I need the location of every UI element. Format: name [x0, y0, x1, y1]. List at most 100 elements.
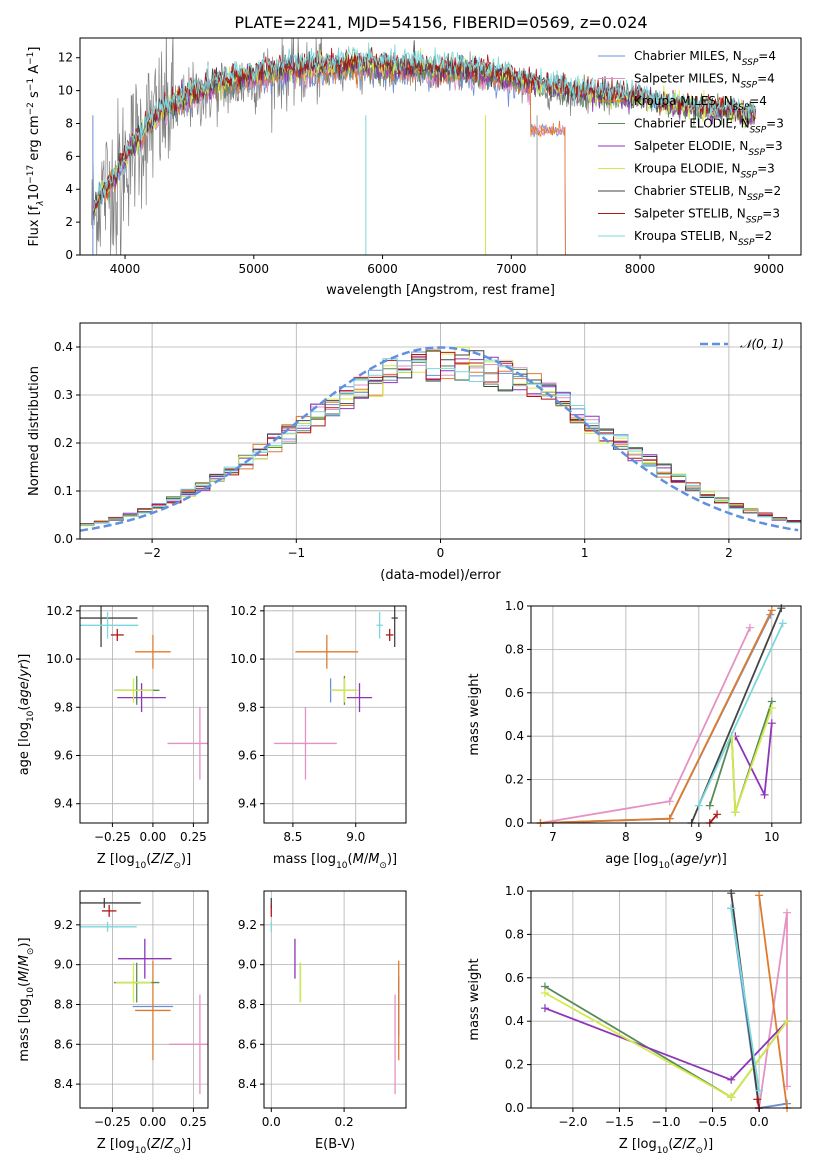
- legend-entry: Chabrier ELODIE, NSSP=3: [634, 117, 784, 136]
- x-tick-label: 0.2: [335, 1115, 354, 1129]
- y-axis-label: mass [log10(M/M⊙)]: [17, 937, 36, 1061]
- mass_vs_Z-panel: −0.25 0.00 0.25 8.4 8.6 8.8 9.0 9.2 Z [log10(Z/Z…: [17, 890, 209, 1156]
- y-tick-label: 0.0: [505, 1101, 524, 1115]
- errorbar-point: [391, 606, 398, 647]
- legend-entry: Kroupa MILES, NSSP=4: [634, 94, 767, 113]
- y-tick-label: 8.4: [238, 1077, 257, 1091]
- weight-marker: [767, 719, 776, 728]
- y-tick-label: 0.2: [505, 773, 524, 787]
- x-tick-label: 1: [581, 546, 589, 560]
- histogram-line: [80, 361, 801, 526]
- y-tick-label: 8.8: [238, 997, 257, 1011]
- weight-line: [758, 895, 788, 1109]
- weight_vs_age-panel: 7 8 9 10 0.0 0.2 0.4 0.6 0.8 1.0 age [log10(age/yr…: [467, 599, 802, 871]
- x-axis-label: (data-model)/error: [380, 568, 501, 583]
- errorbar-point: [80, 897, 141, 908]
- y-tick-label: 0.2: [54, 436, 73, 450]
- x-tick-label: 7000: [496, 262, 527, 276]
- errorbar-point: [114, 678, 153, 703]
- errorbar-point: [118, 938, 172, 979]
- axes-frame: [79, 605, 209, 824]
- legend-entry: Kroupa ELODIE, NSSP=3: [634, 162, 775, 181]
- errorbar-point: [346, 683, 373, 713]
- weight-marker: [753, 1095, 762, 1104]
- x-tick-label: 6000: [367, 262, 398, 276]
- x-tick-label: 8: [622, 830, 630, 844]
- y-tick-label: 0.8: [505, 642, 524, 656]
- y-tick-label: 0.4: [505, 1014, 524, 1028]
- x-axis-label: wavelength [Angstrom, rest frame]: [326, 283, 555, 298]
- histogram-line: [80, 351, 801, 525]
- x-tick-label: 10: [764, 830, 779, 844]
- errorbar-point: [385, 628, 394, 641]
- x-tick-label: 0.0: [750, 1115, 769, 1129]
- legend-entry: Salpeter ELODIE, NSSP=3: [634, 139, 783, 158]
- y-tick-label: 10.0: [46, 652, 73, 666]
- y-tick-label: 8.6: [238, 1037, 257, 1051]
- legend-entry: Salpeter STELIB, NSSP=3: [634, 207, 780, 226]
- axes-frame: [530, 605, 802, 824]
- weight-marker: [767, 703, 776, 712]
- figure-title: PLATE=2241, MJD=54156, FIBERID=0569, z=0…: [234, 13, 647, 32]
- errorbar-point: [274, 707, 337, 780]
- y-tick-label: 9.8: [54, 700, 73, 714]
- y-tick-label: 0.2: [505, 1058, 524, 1072]
- y-tick-label: 0.4: [54, 340, 73, 354]
- weight-marker: [777, 604, 786, 613]
- weight-line: [709, 813, 718, 824]
- weight-marker: [694, 801, 703, 810]
- x-tick-label: 0: [437, 546, 445, 560]
- y-tick-label: 10.2: [230, 604, 257, 618]
- weight-marker: [745, 623, 754, 632]
- x-tick-label: 7: [549, 830, 557, 844]
- y-tick-label: 9.4: [238, 797, 257, 811]
- legend-entry: 𝒩(0, 1): [740, 337, 784, 351]
- axes-frame: [79, 37, 802, 256]
- x-axis-label: E(B-V): [315, 1137, 355, 1152]
- errorbar-point: [135, 634, 171, 669]
- y-axis-label: age [log10(age/yr)]: [17, 654, 36, 776]
- y-tick-label: 9.2: [54, 918, 73, 932]
- y-tick-label: 9.0: [238, 958, 257, 972]
- x-tick-label: 0.0: [262, 1115, 281, 1129]
- errorbar-point: [376, 612, 383, 639]
- y-tick-label: 10.2: [46, 604, 73, 618]
- errorbar-point: [117, 683, 166, 713]
- y-tick-label: 1.0: [505, 884, 524, 898]
- x-tick-label: −2: [143, 546, 161, 560]
- mass_vs_EBV-panel: 0.0 0.2 8.4 8.6 8.8 9.0 9.2 E(B-V): [238, 890, 407, 1152]
- weight-marker: [755, 891, 764, 900]
- y-tick-label: 12: [58, 51, 73, 65]
- weight-marker: [760, 790, 769, 799]
- x-tick-label: 5000: [239, 262, 270, 276]
- y-tick-label: 2: [65, 215, 73, 229]
- legend-entry: Kroupa STELIB, NSSP=2: [634, 229, 772, 248]
- y-tick-label: 8.8: [54, 997, 73, 1011]
- errorbar-point: [80, 921, 137, 932]
- errorbar-point: [135, 960, 171, 1061]
- x-tick-label: −1: [287, 546, 305, 560]
- y-tick-label: 0.6: [505, 686, 524, 700]
- y-axis-label: Normed distribution: [27, 366, 42, 496]
- y-tick-label: 9.4: [54, 797, 73, 811]
- weight-line: [730, 908, 760, 1091]
- axes-frame: [263, 890, 407, 1109]
- y-tick-label: 6: [65, 149, 73, 163]
- y-tick-label: 0: [65, 248, 73, 262]
- y-tick-label: 0.4: [505, 729, 524, 743]
- y-tick-label: 8.4: [54, 1077, 73, 1091]
- legend-entry: Chabrier MILES, NSSP=4: [634, 49, 776, 68]
- y-tick-label: 0.3: [54, 388, 73, 402]
- spectrum-panel: 4000 5000 6000 7000 8000 9000 0 2 4 6 8 10 12 Chabrie…: [26, 37, 802, 298]
- weight-line: [540, 627, 751, 824]
- y-tick-label: 0.1: [54, 484, 73, 498]
- y-tick-label: 10: [58, 84, 73, 98]
- legend-entry: Salpeter MILES, NSSP=4: [634, 72, 775, 91]
- x-tick-label: 9000: [754, 262, 785, 276]
- errorbar-point: [80, 612, 139, 639]
- x-tick-label: −0.5: [698, 1115, 727, 1129]
- weight-marker: [755, 1086, 764, 1095]
- x-tick-label: −0.25: [94, 1115, 131, 1129]
